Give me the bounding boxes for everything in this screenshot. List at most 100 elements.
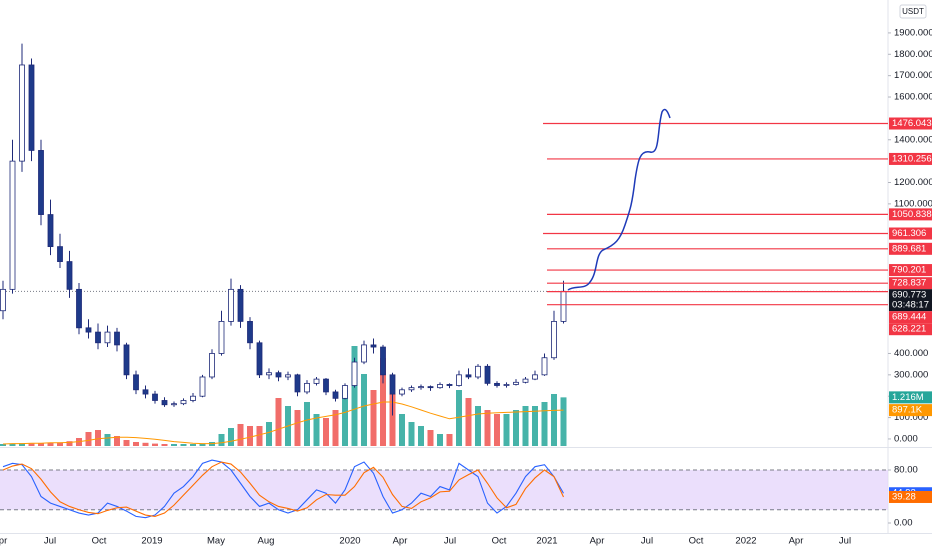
volume-bar (560, 397, 567, 446)
candle-body (237, 288, 244, 322)
candle-body (275, 372, 282, 378)
candle-body (47, 214, 54, 248)
candle-body (494, 382, 500, 386)
price-tag (889, 242, 932, 255)
candle-body (370, 344, 377, 348)
candle-body (532, 374, 538, 380)
volume-bar (484, 410, 491, 446)
axis-tags: 1476.043 1310.256 1050.838 961.306 889.681 79… (889, 117, 932, 503)
candle-body (513, 381, 519, 385)
volume-bar (456, 390, 462, 446)
candle-body (9, 160, 16, 290)
candle-body (446, 384, 453, 386)
candle-body (503, 384, 510, 386)
volume-bar (503, 414, 510, 446)
candle-body (218, 321, 225, 354)
volume-bar (104, 434, 111, 446)
price-tag-label: 1050.838 (892, 209, 932, 220)
stoch-tag (889, 490, 932, 503)
volume-bar (541, 402, 548, 446)
volume-bar (513, 410, 519, 446)
volume-bar (304, 402, 310, 446)
volume-bar (114, 436, 120, 446)
y-tick-label: 1800.000 (894, 49, 932, 60)
volume-bar (532, 406, 538, 446)
x-tick-label: 2019 (141, 536, 162, 547)
volume-bar (418, 426, 424, 446)
volume-tag (889, 391, 932, 404)
candle-body (313, 378, 320, 384)
volume-bar (370, 390, 377, 446)
volume-ma (2, 401, 564, 445)
y-tick-label: 1100.000 (894, 198, 932, 209)
volume-bar (228, 428, 234, 446)
volume-bar (275, 398, 282, 446)
candle-body (475, 365, 481, 378)
price-tag-label: 728.837 (892, 278, 926, 289)
candle-body (266, 372, 272, 376)
candle-body (541, 357, 548, 376)
volume-bar (38, 443, 44, 446)
volume-bar (57, 442, 63, 446)
candle-body (199, 376, 206, 397)
candle-body (57, 246, 63, 262)
volume-bar (85, 432, 92, 446)
candle-body (247, 321, 253, 344)
candle-body (256, 342, 263, 376)
volume-bar (323, 418, 329, 446)
price-tag (889, 208, 932, 221)
price-tag (889, 264, 932, 277)
volume-bar (294, 410, 301, 446)
candle-body (104, 331, 111, 344)
candle-body (437, 384, 443, 389)
volume-bar (47, 442, 54, 446)
x-tick-label: 2022 (735, 536, 756, 547)
stoch-tag-label: 39.28 (892, 491, 916, 502)
x-tick-label: Oct (92, 536, 107, 547)
candle-body (484, 365, 491, 384)
y-tick-label: 1700.000 (894, 70, 932, 81)
volume-bar (313, 414, 320, 446)
volume-bar (9, 443, 16, 446)
volume-bar (19, 443, 25, 446)
x-tick-label: 2021 (536, 536, 557, 547)
price-tag (889, 117, 932, 130)
y-tick-label: 0.000 (894, 433, 918, 444)
volume-bar (266, 422, 272, 446)
candle-body (0, 288, 6, 312)
candle-body (389, 374, 396, 395)
volume-bar (408, 422, 415, 446)
price-tag-label: 628.221 (892, 324, 926, 335)
price-tag (889, 152, 932, 165)
candle-body (361, 344, 367, 363)
candle-body (142, 389, 149, 395)
currency: USDT (902, 7, 924, 16)
x-tick-label: pr (0, 536, 7, 547)
candle-body (285, 374, 291, 378)
volume-bar (437, 434, 443, 446)
candle-body (66, 261, 73, 290)
price-tag-label: 690.773 (892, 290, 926, 301)
candle-body (456, 374, 462, 386)
y-tick-label: 100.000 (894, 412, 928, 423)
y-tick-label: 1400.000 (894, 134, 932, 145)
volume-bar (522, 406, 529, 446)
y-tick-label: 300.000 (894, 369, 928, 380)
x-tick-label: Oct (492, 536, 507, 547)
x-tick-label: May (207, 536, 225, 547)
y-tick-label: 1600.000 (894, 92, 932, 103)
volume-bar (465, 398, 472, 446)
candle-body (465, 374, 472, 378)
stoch-tick-label: 80.00 (894, 465, 918, 476)
stoch-tick-label: 0.00 (894, 518, 913, 529)
currency-box[interactable] (899, 4, 927, 19)
candle-body (152, 393, 158, 401)
projection-drawing (567, 108, 671, 291)
volume-bar (66, 441, 73, 446)
candle-body (171, 403, 177, 406)
candle-body (161, 400, 168, 406)
candle-body (133, 374, 139, 391)
volume-bar (133, 442, 139, 446)
y-tick-label: 1200.000 (894, 177, 932, 188)
candle-body (190, 395, 196, 401)
